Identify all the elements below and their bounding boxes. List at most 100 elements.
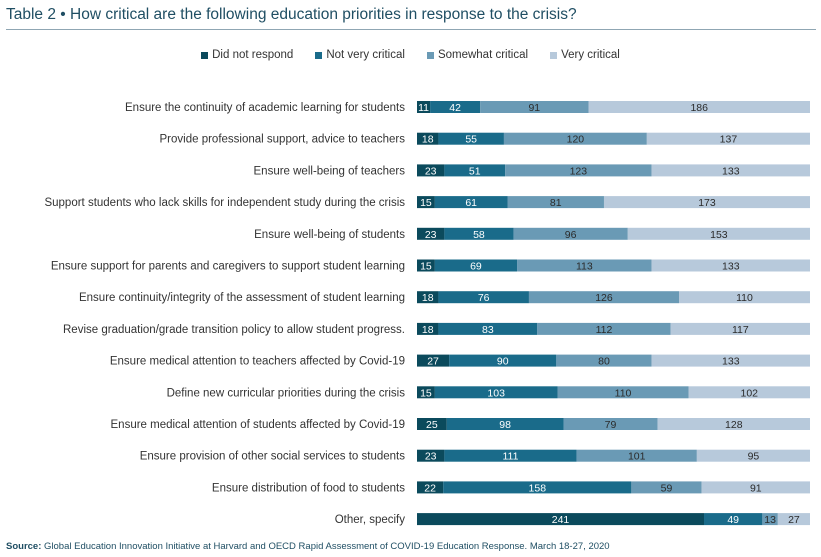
bar-segment (651, 164, 810, 177)
data-label: 27 (788, 514, 800, 526)
bar-segment (434, 386, 558, 399)
chart-title: Table 2 • How critical are the following… (6, 6, 577, 23)
bar-segment (651, 259, 810, 272)
legend-swatch (315, 51, 323, 59)
data-label: 123 (570, 165, 588, 177)
bar-segment (430, 101, 481, 113)
data-label: 18 (422, 292, 434, 304)
legend: Did not respond Not very critical Somewhat… (0, 49, 821, 61)
bar-segment (438, 291, 529, 304)
data-label: 186 (690, 102, 708, 114)
category-label: Ensure support for parents and caregiver… (51, 261, 405, 273)
bar-segment (434, 196, 508, 209)
data-label: 23 (425, 165, 437, 177)
bar-segment (517, 259, 652, 272)
bar-segment (417, 196, 435, 209)
data-label: 69 (470, 261, 482, 273)
bar-segment (507, 196, 604, 209)
data-label: 49 (727, 514, 739, 526)
data-label: 133 (722, 356, 740, 368)
data-label: 111 (503, 451, 519, 463)
data-label: 83 (482, 324, 494, 336)
data-label: 126 (595, 292, 613, 304)
data-label: 95 (748, 451, 760, 463)
category-label: Ensure distribution of food to students (212, 482, 405, 494)
bar-segment (417, 418, 447, 430)
source-label: Source: (6, 541, 42, 552)
category-label: Revise graduation/grade transition polic… (63, 324, 405, 336)
bar-segment (679, 291, 810, 304)
bar-segment (444, 449, 577, 462)
data-label: 101 (628, 451, 646, 463)
bar-segment (417, 386, 435, 399)
data-label: 133 (722, 165, 740, 177)
bar-segment (777, 513, 810, 526)
data-label: 23 (425, 229, 437, 241)
bar-segment (631, 481, 702, 494)
bar-segment (417, 481, 444, 494)
bar-segment (446, 418, 564, 430)
bar-segment (480, 101, 589, 113)
bar-segment (444, 227, 514, 240)
data-label: 18 (422, 134, 434, 146)
data-label: 80 (598, 356, 610, 368)
data-label: 173 (698, 197, 716, 209)
data-label: 61 (465, 197, 477, 209)
category-label: Support students who lack skills for ind… (44, 197, 405, 209)
bar-segment (417, 227, 445, 240)
data-label: 76 (478, 292, 490, 304)
bar-segment (701, 481, 810, 494)
data-label: 91 (528, 102, 540, 114)
bar-segment (670, 322, 810, 335)
bar-segment (417, 354, 450, 367)
data-label: 18 (422, 324, 434, 336)
category-label: Define new curricular priorities during … (167, 387, 406, 399)
bar-segment (438, 132, 504, 145)
category-label: Provide professional support, advice to … (160, 134, 406, 146)
bar-segment (417, 259, 435, 272)
bar-segment (696, 449, 810, 462)
data-label: 13 (764, 514, 776, 526)
data-label: 103 (487, 387, 505, 399)
data-label: 42 (449, 102, 461, 114)
data-label: 120 (567, 134, 585, 146)
bar-segment (704, 513, 763, 526)
data-label: 15 (420, 197, 432, 209)
data-label: 102 (740, 387, 758, 399)
bar-segment (444, 164, 506, 177)
category-label: Other, specify (335, 514, 406, 526)
bar-segment (417, 291, 439, 304)
bar-segment (627, 227, 810, 240)
bar-segment (434, 259, 518, 272)
data-label: 58 (473, 229, 485, 241)
category-label: Ensure well-being of teachers (254, 165, 406, 177)
data-label: 22 (424, 482, 436, 494)
data-label: 55 (465, 134, 477, 146)
category-label: Ensure the continuity of academic learni… (125, 102, 405, 114)
data-label: 51 (469, 165, 481, 177)
bar-segment (438, 322, 538, 335)
bar-segment (417, 322, 439, 335)
legend-item: Very critical (550, 49, 620, 61)
data-label: 96 (565, 229, 577, 241)
bar-segment (646, 132, 810, 145)
bar-segment (688, 386, 810, 399)
source-text: Global Education Innovation Initiative a… (44, 541, 610, 552)
bar-segment (537, 322, 671, 335)
bar-segment (417, 101, 431, 113)
legend-swatch (550, 51, 558, 59)
legend-label: Did not respond (212, 49, 294, 61)
bar-chart: Ensure the continuity of academic learni… (44, 101, 810, 526)
title-rule (6, 29, 816, 30)
legend-item: Did not respond (201, 49, 293, 61)
bar-segment (417, 132, 439, 145)
legend-swatch (201, 51, 209, 59)
category-label: Ensure continuity/integrity of the asses… (79, 292, 405, 304)
data-label: 110 (736, 292, 753, 304)
bar-segment (603, 196, 810, 209)
data-label: 128 (725, 419, 743, 431)
data-label: 11 (418, 102, 429, 114)
data-label: 112 (596, 324, 613, 336)
bar-segment (417, 449, 445, 462)
data-label: 81 (550, 197, 562, 209)
